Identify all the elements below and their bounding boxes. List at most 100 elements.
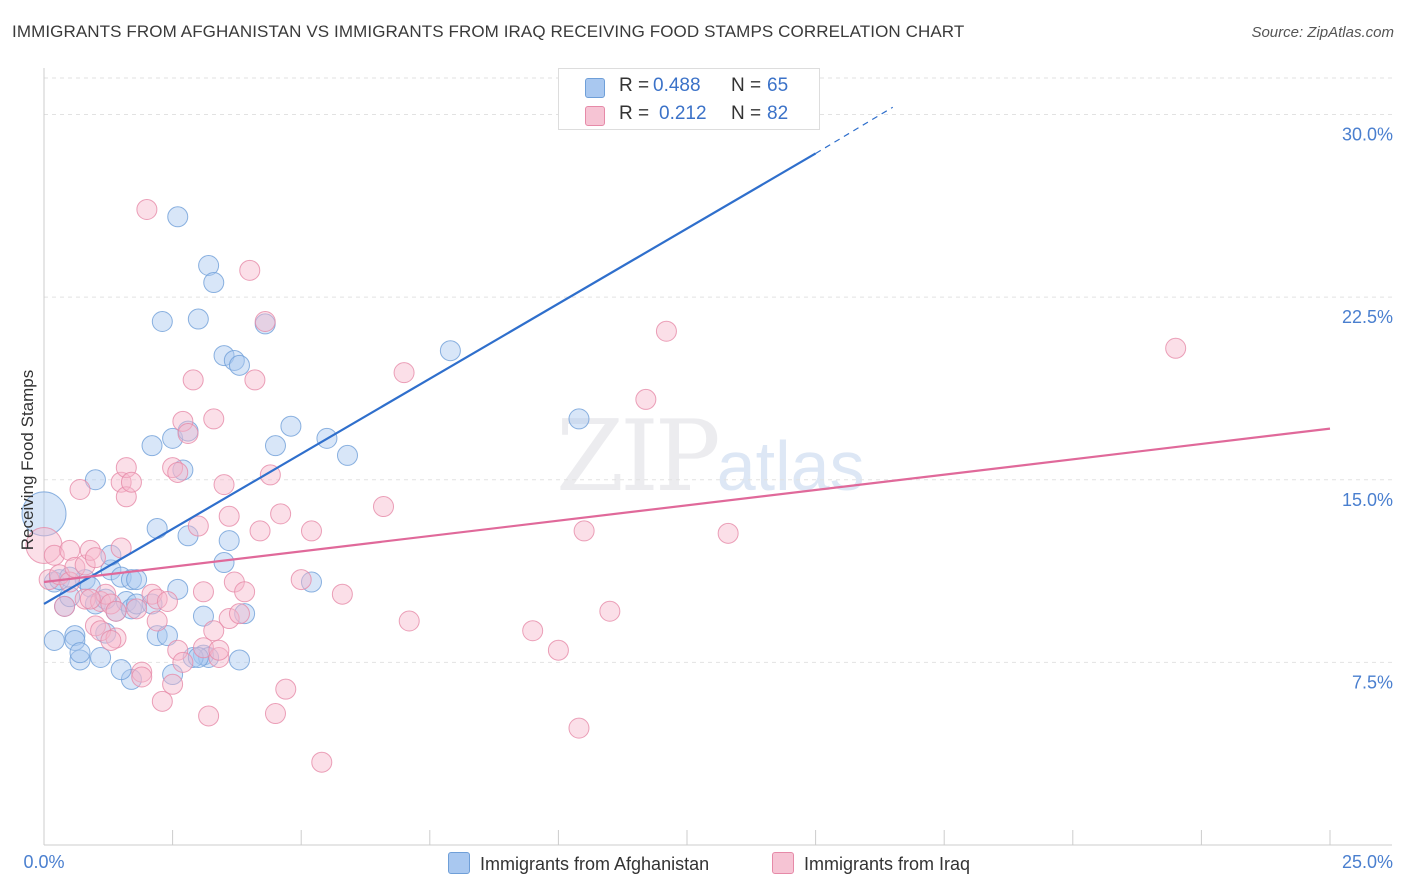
afghanistan-point — [69, 642, 91, 664]
bottom-legend-label: Immigrants from Iraq — [804, 854, 971, 874]
afghanistan-point — [439, 340, 461, 362]
legend-row-iraq: R = 0.212 N = 82 — [559, 101, 819, 129]
x-tick-label: 0.0% — [23, 852, 64, 872]
iraq-point — [311, 751, 333, 773]
iraq-point — [182, 369, 204, 391]
iraq-point — [136, 198, 158, 220]
iraq-point — [146, 610, 168, 632]
watermark-zip: ZIP — [556, 400, 721, 514]
iraq-point — [522, 620, 544, 642]
afghanistan-point — [120, 569, 142, 591]
legend-n-value: 65 — [767, 75, 789, 96]
legend-swatch-blue — [585, 78, 605, 98]
iraq-point — [59, 539, 81, 561]
iraq-point — [192, 581, 214, 603]
iraq-point — [151, 690, 173, 712]
iraq-point — [162, 673, 184, 695]
iraq-point — [244, 369, 266, 391]
afghanistan-point — [141, 435, 163, 457]
iraq-point — [187, 515, 209, 537]
afghanistan-point — [218, 530, 240, 552]
y-tick-label: 30.0% — [1342, 125, 1393, 145]
afghanistan-point — [264, 435, 286, 457]
iraq-point — [717, 522, 739, 544]
afghanistan-point — [336, 444, 358, 466]
iraq-point — [290, 569, 312, 591]
x-tick-label: 25.0% — [1342, 852, 1393, 872]
iraq-point — [131, 661, 153, 683]
afghanistan-trend-extension — [815, 106, 894, 154]
iraq-trend-line — [43, 427, 1331, 584]
iraq-point — [547, 639, 569, 661]
legend-row-afghanistan: R = 0.488 N = 65 — [559, 73, 819, 101]
bottom-legend-afghanistan: Immigrants from Afghanistan — [448, 852, 709, 875]
iraq-point — [270, 503, 292, 525]
afghanistan-point — [156, 625, 178, 647]
iraq-point — [74, 588, 96, 610]
legend-r-label: R = — [619, 103, 650, 124]
afghanistan-point — [64, 629, 86, 651]
iraq-point — [167, 461, 189, 483]
afghanistan-trend-line — [43, 152, 817, 605]
afghanistan-point — [84, 469, 106, 491]
iraq-point — [100, 629, 122, 651]
iraq-point — [228, 603, 250, 625]
afghanistan-point — [198, 254, 220, 276]
afghanistan-point — [126, 593, 148, 615]
afghanistan-point — [300, 571, 322, 593]
iraq-point — [218, 608, 240, 630]
iraq-point — [69, 479, 91, 501]
iraq-point — [198, 705, 220, 727]
y-tick-label: 22.5% — [1342, 307, 1393, 327]
legend-r-label: R = — [619, 75, 650, 96]
iraq-point — [655, 320, 677, 342]
iraq-point — [234, 581, 256, 603]
iraq-point — [131, 666, 153, 688]
afghanistan-point — [228, 354, 250, 376]
iraq-point — [373, 496, 395, 518]
legend-r-value: 0.212 — [659, 103, 707, 124]
iraq-point — [192, 637, 214, 659]
bottom-legend-iraq: Immigrants from Iraq — [772, 852, 970, 875]
legend-swatch-pink — [585, 106, 605, 126]
iraq-point — [208, 647, 230, 669]
chart-title: IMMIGRANTS FROM AFGHANISTAN VS IMMIGRANT… — [12, 22, 965, 41]
afghanistan-point — [203, 272, 225, 294]
iraq-point — [146, 588, 168, 610]
iraq-point — [25, 527, 63, 565]
iraq-point — [208, 639, 230, 661]
afghanistan-point — [151, 310, 173, 332]
iraq-point — [156, 591, 178, 613]
legend-n-label: N = — [731, 103, 762, 124]
iraq-point — [1165, 337, 1187, 359]
afghanistan-point — [187, 308, 209, 330]
iraq-point — [172, 651, 194, 673]
iraq-point — [568, 717, 590, 739]
afghanistan-point — [228, 649, 250, 671]
iraq-point — [331, 583, 353, 605]
watermark: ZIPatlas — [556, 400, 865, 514]
iraq-point — [599, 600, 621, 622]
iraq-point — [172, 410, 194, 432]
afghanistan-point — [167, 206, 189, 228]
correlation-legend: R = 0.488 N = 65 R = 0.212 N = 82 — [558, 68, 820, 130]
iraq-point — [167, 639, 189, 661]
iraq-point — [218, 505, 240, 527]
iraq-point — [239, 259, 261, 281]
iraq-point — [264, 703, 286, 725]
afghanistan-point — [126, 569, 148, 591]
iraq-point — [126, 598, 148, 620]
afghanistan-point — [21, 491, 67, 537]
iraq-point — [54, 595, 76, 617]
iraq-point — [177, 422, 199, 444]
legend-r-value: 0.488 — [653, 75, 701, 96]
iraq-point — [635, 388, 657, 410]
afghanistan-point — [192, 605, 214, 627]
y-tick-label: 15.0% — [1342, 490, 1393, 510]
iraq-point — [203, 620, 225, 642]
afghanistan-point — [110, 659, 132, 681]
legend-n-value: 82 — [767, 103, 789, 124]
iraq-point — [105, 600, 127, 622]
iraq-point — [254, 310, 276, 332]
iraq-point — [249, 520, 271, 542]
